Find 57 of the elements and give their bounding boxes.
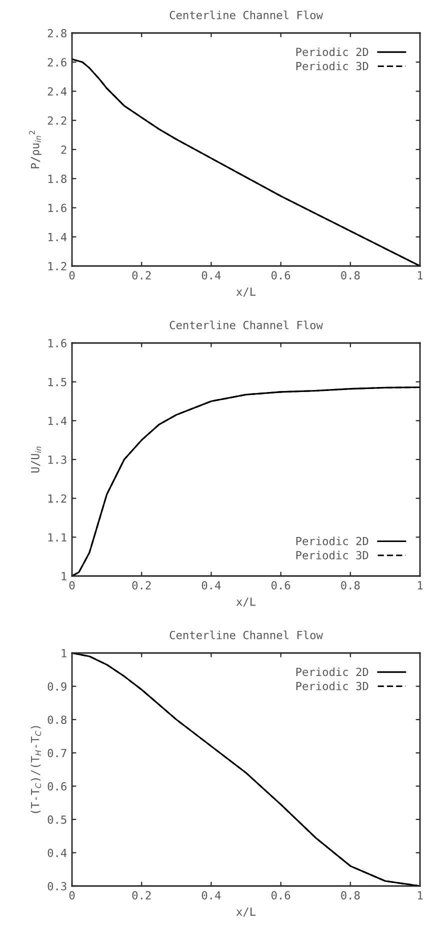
chart-title: Centerline Channel Flow xyxy=(170,10,323,20)
chart-title: Centerline Channel Flow xyxy=(170,320,323,330)
x-tick-label: 0.2 xyxy=(132,271,151,280)
x-tick-label: 0 xyxy=(69,891,75,900)
legend-label: Periodic 3D xyxy=(296,682,368,690)
y-tick-label: 1 xyxy=(62,649,66,658)
x-tick-label: 0.4 xyxy=(202,891,221,900)
x-tick-label: 0.6 xyxy=(271,271,290,280)
y-tick-label: 1 xyxy=(62,572,66,580)
x-tick-label: 1 xyxy=(418,271,423,280)
y-tick-label: 0.5 xyxy=(48,815,66,824)
legend-label: Periodic 3D xyxy=(296,62,368,70)
x-tick-label: 0.8 xyxy=(341,581,360,590)
y-tick-label: 1.1 xyxy=(48,533,66,542)
x-tick-label: 0 xyxy=(69,271,75,280)
legend-label: Periodic 3D xyxy=(296,550,368,560)
y-tick-label: 1.3 xyxy=(48,456,66,464)
x-tick-label: 0.2 xyxy=(132,581,151,590)
x-axis-title: x/L xyxy=(236,288,256,297)
y-axis-title: (T-T$_{C}$)/(T$_{H}$-T$_{C}$) xyxy=(30,726,42,813)
x-tick-label: 0 xyxy=(69,581,75,590)
y-tick-label: 1.8 xyxy=(48,174,66,184)
y-tick-label: 2.4 xyxy=(48,87,67,96)
y-tick-label: 0.6 xyxy=(48,782,66,791)
x-tick-label: 0.4 xyxy=(202,271,221,280)
x-tick-label: 0.8 xyxy=(341,271,360,280)
x-tick-label: 0.2 xyxy=(132,891,151,900)
chart-title: Centerline Channel Flow xyxy=(170,630,323,640)
y-tick-label: 0.3 xyxy=(48,882,66,890)
y-tick-label: 1.2 xyxy=(48,494,66,503)
y-axis-title: U/U$_{in}$ xyxy=(31,446,42,473)
x-axis-title: x/L xyxy=(236,598,256,607)
legend-label: Periodic 2D xyxy=(296,48,368,56)
legend-label: Periodic 2D xyxy=(296,668,368,676)
x-tick-label: 1 xyxy=(418,581,423,590)
y-tick-label: 1.4 xyxy=(48,233,67,242)
y-tick-label: 0.4 xyxy=(48,848,67,858)
x-axis-title: x/L xyxy=(236,908,256,917)
y-tick-label: 1.6 xyxy=(48,339,66,348)
legend-label: Periodic 2D xyxy=(296,536,368,546)
x-tick-label: 0.6 xyxy=(271,891,290,900)
y-tick-label: 0.8 xyxy=(48,716,66,724)
x-tick-label: 0.8 xyxy=(341,891,360,900)
y-tick-label: 2.6 xyxy=(48,58,66,67)
x-tick-label: 0.6 xyxy=(271,581,290,590)
y-axis-title: P/ρu$_{in}$$^{2}$ xyxy=(29,130,42,168)
y-tick-label: 0.7 xyxy=(48,748,66,758)
y-tick-label: 0.9 xyxy=(48,682,66,691)
y-tick-label: 2 xyxy=(61,146,66,154)
x-tick-label: 0.4 xyxy=(202,581,221,590)
y-tick-label: 1.6 xyxy=(48,204,66,212)
y-tick-label: 1.5 xyxy=(48,378,66,386)
y-tick-label: 2.2 xyxy=(48,116,66,125)
y-tick-label: 1.4 xyxy=(48,416,67,425)
y-tick-label: 2.8 xyxy=(48,29,66,38)
y-tick-label: 1.2 xyxy=(48,262,66,270)
x-tick-label: 1 xyxy=(418,891,423,900)
